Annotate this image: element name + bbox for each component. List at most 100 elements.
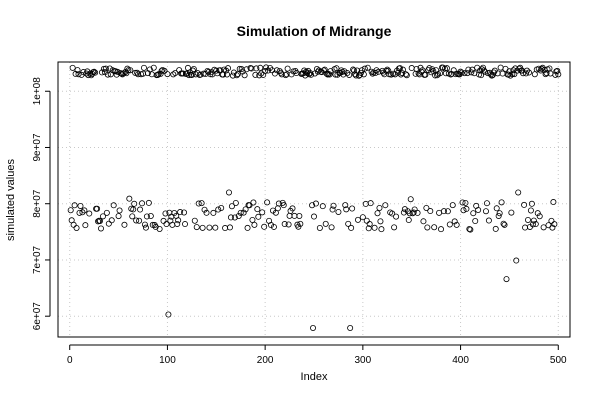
y-tick-label-4: 1e+08	[32, 77, 43, 106]
data-point-403	[461, 70, 468, 77]
data-point-183	[246, 202, 253, 209]
data-point-272	[333, 65, 340, 72]
data-point-385	[443, 65, 450, 72]
data-point-355	[414, 209, 421, 216]
x-tick-label-1: 100	[159, 355, 176, 366]
data-point-479	[535, 65, 542, 72]
data-point-130	[194, 70, 201, 77]
data-point-13	[80, 69, 87, 76]
data-point-184	[247, 65, 254, 72]
data-point-331	[391, 224, 398, 231]
data-point-165	[228, 203, 235, 210]
data-point-299	[359, 214, 366, 221]
data-point-93	[158, 67, 165, 74]
data-point-3	[70, 221, 77, 228]
data-point-356	[415, 70, 422, 77]
y-tick-label-3: 9e+07	[32, 133, 43, 162]
data-point-261	[322, 220, 329, 227]
data-point-38	[104, 71, 111, 78]
data-point-351	[410, 209, 417, 216]
data-point-431	[488, 72, 495, 79]
data-point-495	[551, 221, 558, 228]
data-point-121	[185, 72, 192, 79]
data-point-115	[180, 70, 187, 77]
data-point-426	[483, 200, 490, 207]
data-point-482	[538, 65, 545, 72]
data-point-191	[254, 206, 261, 213]
data-point-313	[373, 67, 380, 74]
data-point-32	[98, 69, 105, 76]
data-point-341	[400, 209, 407, 216]
data-point-188	[251, 221, 258, 228]
data-point-54	[120, 70, 127, 77]
data-point-75	[140, 64, 147, 71]
data-point-169	[232, 199, 239, 206]
data-point-294	[354, 216, 361, 223]
data-point-417	[475, 206, 482, 213]
data-point-340	[399, 66, 406, 73]
data-point-55	[121, 221, 128, 228]
x-axis: 0 100 200 300 400 500	[67, 344, 567, 366]
data-point-285	[346, 71, 353, 78]
data-point-178	[241, 72, 248, 79]
x-tick-label-0: 0	[67, 355, 73, 366]
data-point-2	[69, 64, 76, 71]
plot-area	[57, 61, 571, 338]
data-point-409	[467, 226, 474, 233]
data-point-189	[252, 71, 259, 78]
data-point-472	[528, 200, 535, 207]
data-point-316	[376, 204, 383, 211]
data-point-193	[256, 72, 263, 79]
y-axis-label: simulated values	[5, 159, 17, 241]
data-point-467	[524, 67, 531, 74]
data-point-142	[206, 224, 213, 231]
data-point-453	[510, 67, 517, 74]
data-point-249	[310, 213, 317, 220]
data-point-196	[259, 209, 266, 216]
data-point-48	[114, 68, 121, 75]
data-point-140	[204, 67, 211, 74]
data-point-476	[532, 221, 539, 228]
data-point-314	[374, 210, 381, 217]
data-point-187	[250, 199, 257, 206]
data-point-451	[508, 209, 515, 216]
data-point-177	[240, 209, 247, 216]
data-point-186	[249, 216, 256, 223]
data-point-445	[502, 65, 509, 72]
data-point-465	[522, 224, 529, 231]
data-point-286	[347, 324, 354, 331]
data-point-399	[457, 68, 464, 75]
data-point-474	[530, 217, 537, 224]
data-point-59	[125, 67, 132, 74]
data-point-14	[81, 207, 88, 214]
data-point-439	[496, 210, 503, 217]
data-point-61	[127, 67, 134, 74]
data-point-425	[482, 208, 489, 215]
data-point-469	[525, 69, 532, 76]
data-point-116	[181, 209, 188, 216]
data-point-320	[380, 69, 387, 76]
data-point-85	[150, 64, 157, 71]
data-point-361	[420, 218, 427, 225]
data-point-303	[363, 217, 370, 224]
data-point-408	[466, 225, 473, 232]
data-point-7	[74, 67, 81, 74]
data-point-208	[270, 223, 277, 230]
data-point-192	[255, 213, 262, 220]
data-point-158	[222, 225, 229, 232]
data-point-494	[550, 199, 557, 206]
data-point-499	[555, 71, 562, 78]
data-point-146	[210, 209, 217, 216]
data-point-10	[77, 202, 84, 209]
data-point-223	[285, 221, 292, 228]
y-tick-label-1: 7e+07	[32, 245, 43, 274]
data-point-220	[282, 72, 289, 79]
data-point-378	[437, 70, 444, 77]
data-point-5	[72, 70, 79, 77]
data-point-258	[319, 203, 326, 210]
data-point-107	[172, 70, 179, 77]
data-point-252	[313, 66, 320, 73]
data-point-473	[529, 221, 536, 228]
data-point-174	[237, 209, 244, 216]
data-point-444	[501, 221, 508, 228]
